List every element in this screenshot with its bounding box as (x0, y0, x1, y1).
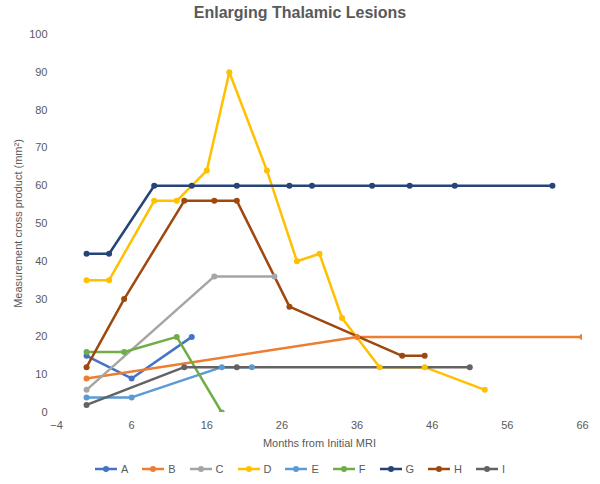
svg-text:100: 100 (29, 28, 47, 40)
html-text:G: G (405, 463, 415, 475)
svg-text:80: 80 (35, 104, 47, 116)
svg-text:10: 10 (35, 368, 47, 380)
html-text:F: F (358, 463, 366, 475)
svg-text:Months from Initial MRI: Months from Initial MRI (263, 437, 376, 449)
html-text:B: B (168, 463, 176, 475)
svg-text:20: 20 (35, 330, 47, 342)
html-text:E: E (311, 463, 319, 475)
svg-text:90: 90 (35, 66, 47, 78)
svg-text:0: 0 (41, 406, 47, 418)
svg-text:30: 30 (35, 293, 47, 305)
svg-text:40: 40 (35, 255, 47, 267)
svg-text:26: 26 (276, 419, 288, 431)
html-text:H: H (454, 463, 463, 475)
html-text:Enlarging Thalamic Lesions: Enlarging Thalamic Lesions (193, 4, 407, 21)
svg-text:56: 56 (501, 419, 513, 431)
html-text:C: C (215, 463, 224, 475)
svg-text:46: 46 (426, 419, 438, 431)
svg-text:Measurement cross product (mm²: Measurement cross product (mm²) (12, 139, 24, 308)
svg-text:16: 16 (201, 419, 213, 431)
svg-text:70: 70 (35, 141, 47, 153)
html-text:A: A (120, 463, 129, 475)
html-text:D: D (263, 463, 272, 475)
html-text:I: I (502, 463, 506, 475)
svg-text:50: 50 (35, 217, 47, 229)
svg-text:66: 66 (576, 419, 588, 431)
svg-text:6: 6 (129, 419, 135, 431)
svg-text:36: 36 (351, 419, 363, 431)
svg-text:−4: −4 (50, 419, 63, 431)
svg-text:60: 60 (35, 179, 47, 191)
